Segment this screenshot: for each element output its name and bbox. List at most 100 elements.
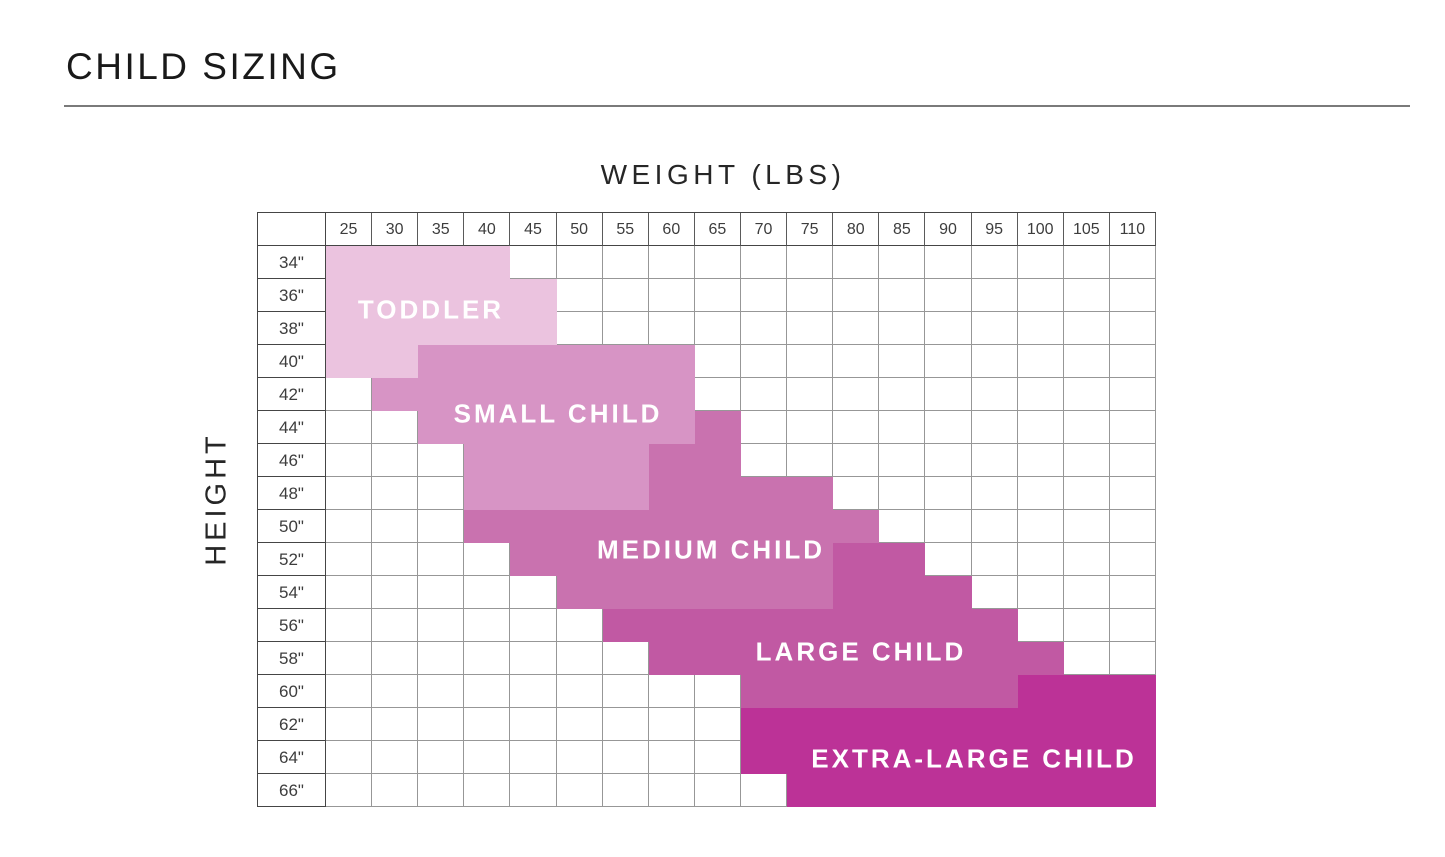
grid-cell bbox=[556, 708, 603, 741]
grid-cell bbox=[418, 708, 465, 741]
height-tick-42: 42" bbox=[258, 378, 326, 411]
grid-cell bbox=[556, 279, 603, 312]
grid-cell bbox=[648, 774, 695, 807]
grid-cell bbox=[510, 609, 557, 642]
grid-cell bbox=[418, 774, 465, 807]
grid-cell bbox=[925, 378, 972, 411]
grid-cell bbox=[971, 378, 1018, 411]
grid-cell bbox=[326, 642, 373, 675]
grid-cell bbox=[694, 345, 741, 378]
grid-cell bbox=[556, 246, 603, 279]
grid-cell bbox=[1063, 576, 1110, 609]
grid-cell bbox=[372, 609, 419, 642]
grid-cell bbox=[326, 708, 373, 741]
grid-cell bbox=[971, 279, 1018, 312]
grid-cell bbox=[1017, 543, 1064, 576]
weight-tick-25: 25 bbox=[326, 213, 373, 246]
grid-cell bbox=[833, 477, 880, 510]
grid-cell bbox=[925, 312, 972, 345]
grid-cell bbox=[510, 246, 557, 279]
grid-cell bbox=[602, 708, 649, 741]
grid-cell bbox=[1109, 642, 1156, 675]
title-divider bbox=[64, 105, 1410, 107]
region-label-medium-child: MEDIUM CHILD bbox=[596, 534, 826, 565]
grid-cell bbox=[833, 345, 880, 378]
grid-cell bbox=[1109, 279, 1156, 312]
height-tick-58: 58" bbox=[258, 642, 326, 675]
weight-tick-50: 50 bbox=[556, 213, 603, 246]
height-tick-46: 46" bbox=[258, 444, 326, 477]
region-large-child bbox=[833, 576, 972, 609]
region-medium-child bbox=[648, 444, 741, 477]
grid-cell bbox=[833, 378, 880, 411]
grid-cell bbox=[925, 279, 972, 312]
grid-cell bbox=[971, 543, 1018, 576]
grid-cell bbox=[510, 642, 557, 675]
grid-cell bbox=[1017, 345, 1064, 378]
region-toddler bbox=[326, 312, 557, 345]
grid-cell bbox=[1109, 312, 1156, 345]
grid-cell bbox=[648, 279, 695, 312]
grid-cell bbox=[556, 642, 603, 675]
region-label-small-child: SMALL CHILD bbox=[453, 398, 663, 429]
grid-cell bbox=[418, 543, 465, 576]
weight-tick-30: 30 bbox=[372, 213, 419, 246]
grid-cell bbox=[418, 477, 465, 510]
grid-cell bbox=[1109, 477, 1156, 510]
grid-cell bbox=[1109, 510, 1156, 543]
grid-cell bbox=[510, 675, 557, 708]
grid-cell bbox=[741, 378, 788, 411]
grid-cell bbox=[648, 246, 695, 279]
grid-cell bbox=[372, 675, 419, 708]
grid-cell bbox=[372, 477, 419, 510]
grid-cell bbox=[694, 741, 741, 774]
grid-cell bbox=[925, 411, 972, 444]
grid-cell bbox=[1063, 378, 1110, 411]
region-toddler bbox=[326, 345, 419, 378]
grid-cell bbox=[879, 411, 926, 444]
height-tick-34: 34" bbox=[258, 246, 326, 279]
grid-cell bbox=[602, 741, 649, 774]
grid-cell bbox=[971, 345, 1018, 378]
grid-cell bbox=[648, 675, 695, 708]
grid-cell bbox=[879, 477, 926, 510]
weight-tick-95: 95 bbox=[971, 213, 1018, 246]
grid-cell bbox=[741, 444, 788, 477]
grid-cell bbox=[418, 510, 465, 543]
grid-cell bbox=[879, 279, 926, 312]
grid-cell bbox=[1063, 510, 1110, 543]
grid-cell bbox=[1109, 246, 1156, 279]
grid-cell bbox=[372, 576, 419, 609]
region-toddler bbox=[326, 246, 511, 279]
region-toddler bbox=[326, 279, 557, 312]
grid-cell bbox=[1017, 510, 1064, 543]
grid-cell bbox=[971, 576, 1018, 609]
grid-cell bbox=[326, 675, 373, 708]
height-tick-36: 36" bbox=[258, 279, 326, 312]
grid-cell bbox=[464, 708, 511, 741]
height-tick-38: 38" bbox=[258, 312, 326, 345]
grid-cell bbox=[971, 312, 1018, 345]
weight-tick-35: 35 bbox=[418, 213, 465, 246]
grid-cell bbox=[510, 576, 557, 609]
grid-cell bbox=[602, 279, 649, 312]
weight-tick-85: 85 bbox=[879, 213, 926, 246]
region-large-child bbox=[741, 675, 1018, 708]
grid-cell bbox=[602, 774, 649, 807]
grid-cell bbox=[372, 708, 419, 741]
grid-cell bbox=[326, 741, 373, 774]
grid-cell bbox=[833, 246, 880, 279]
corner-cell bbox=[258, 213, 326, 246]
grid-cell bbox=[372, 741, 419, 774]
grid-cell bbox=[741, 411, 788, 444]
grid-cell bbox=[741, 246, 788, 279]
grid-cell bbox=[1109, 345, 1156, 378]
grid-cell bbox=[1017, 279, 1064, 312]
grid-cell bbox=[1063, 279, 1110, 312]
grid-cell bbox=[510, 708, 557, 741]
grid-cell bbox=[648, 312, 695, 345]
grid-cell bbox=[1017, 477, 1064, 510]
grid-cell bbox=[741, 345, 788, 378]
page-title: CHILD SIZING bbox=[66, 46, 341, 87]
weight-tick-105: 105 bbox=[1063, 213, 1110, 246]
